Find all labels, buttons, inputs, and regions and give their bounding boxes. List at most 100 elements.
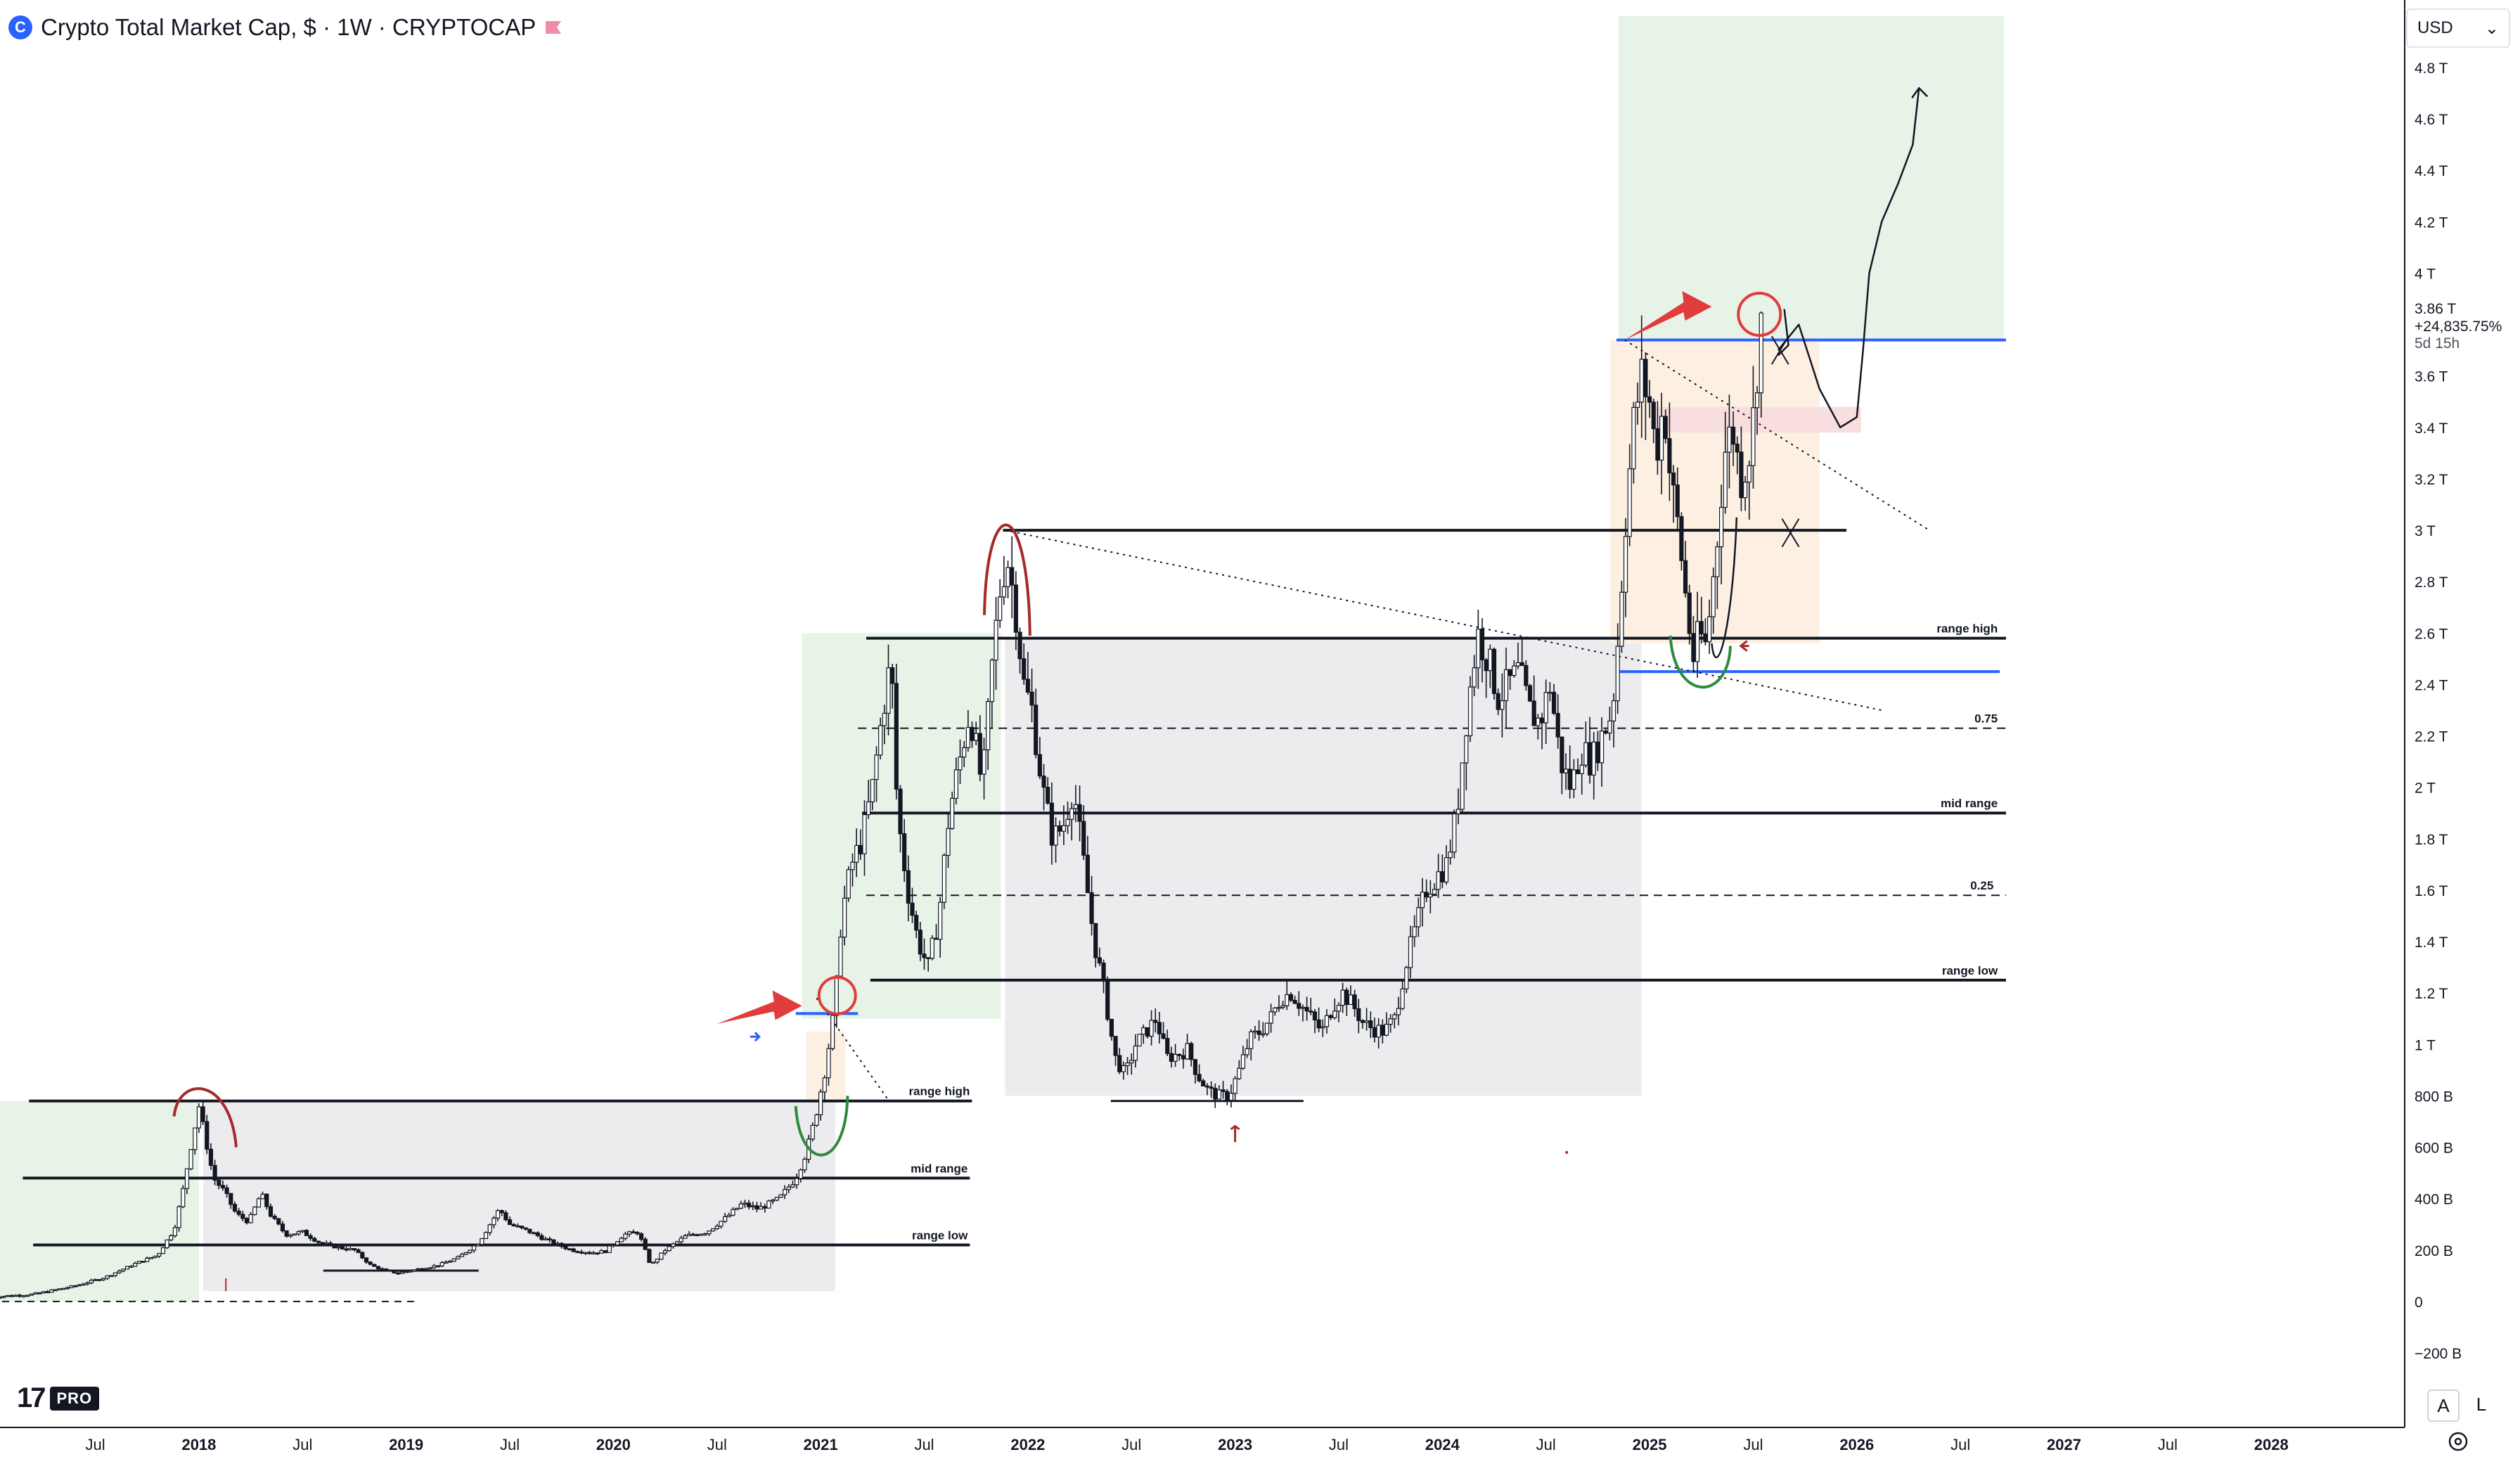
candle-body	[428, 1267, 432, 1269]
candle-body	[105, 1275, 110, 1279]
candle-body	[623, 1233, 628, 1239]
candle-body	[1216, 1089, 1222, 1100]
candle-body	[950, 797, 955, 829]
candle-body	[1213, 1088, 1218, 1100]
candle-body	[145, 1257, 150, 1262]
candle-body	[858, 845, 863, 854]
symbol-title[interactable]: Crypto Total Market Cap, $ · 1W · CRYPTO…	[41, 14, 536, 40]
price-tick-label: 4.6 T	[2415, 112, 2448, 128]
candle-body	[324, 1243, 329, 1245]
price-tick-label: 2 T	[2415, 781, 2436, 797]
candle-body	[643, 1238, 648, 1250]
candle-body	[1567, 769, 1572, 790]
candle-body	[1085, 854, 1090, 894]
candle-body	[1093, 923, 1098, 958]
small-red-up-arrow	[1230, 1124, 1240, 1143]
mid-range-label-2018: mid range	[911, 1162, 968, 1175]
price-tick-label: 3 T	[2415, 523, 2436, 539]
candle-body	[810, 1124, 815, 1140]
candle-body	[284, 1230, 289, 1237]
candle-body	[1364, 1020, 1369, 1023]
candle-body	[1527, 685, 1533, 702]
candle-body	[998, 596, 1003, 621]
candle-body	[1730, 426, 1736, 445]
candle-body	[965, 726, 970, 748]
candle-body	[778, 1194, 783, 1198]
candle-body	[1081, 821, 1086, 856]
candle-body	[1010, 567, 1015, 586]
candle-body	[571, 1248, 576, 1252]
candle-body	[136, 1261, 142, 1264]
candle-body	[611, 1244, 616, 1247]
candle-body	[348, 1247, 353, 1251]
candle-body	[1615, 646, 1620, 702]
candle-body	[926, 957, 931, 959]
candle-body	[595, 1252, 600, 1254]
candle-body	[97, 1279, 102, 1281]
candle-body	[690, 1233, 695, 1236]
candle-body	[551, 1239, 556, 1245]
log-scale-button[interactable]: L	[2476, 1393, 2487, 1415]
candle-body	[93, 1279, 98, 1281]
candle-body	[65, 1287, 70, 1290]
candle-body	[1631, 406, 1636, 470]
candle-body	[638, 1233, 644, 1240]
tradingview-mark: 17	[17, 1382, 46, 1413]
candle-body	[487, 1224, 492, 1233]
candle-body	[499, 1209, 504, 1214]
price-tick-label: 4.2 T	[2415, 214, 2448, 231]
candle-body	[129, 1266, 134, 1268]
candle-body	[874, 755, 879, 781]
candle-body	[1117, 1055, 1122, 1072]
candle-body	[870, 778, 875, 802]
price-tick-label: −200 B	[2415, 1346, 2462, 1362]
candle-body	[1173, 1053, 1178, 1062]
candle-body	[1204, 1085, 1210, 1088]
candle-body	[1579, 764, 1584, 774]
candle-body	[148, 1257, 154, 1259]
candle-body	[13, 1295, 18, 1297]
time-tick-label: 2019	[389, 1436, 423, 1453]
candle-body	[1639, 359, 1644, 403]
time-tick-label: 2028	[2254, 1436, 2289, 1453]
candle-body	[1635, 402, 1640, 408]
candle-body	[735, 1207, 740, 1210]
current-price-label: 3.86 T	[2415, 301, 2457, 317]
auto-scale-button[interactable]: A	[2427, 1389, 2460, 1422]
candle-body	[1452, 813, 1457, 853]
candle-body	[1025, 679, 1030, 693]
tradingview-logo[interactable]: 17 PRO	[17, 1382, 100, 1414]
candle-body	[603, 1250, 608, 1253]
candle-body	[862, 814, 867, 854]
candle-body	[754, 1205, 759, 1209]
candle-body	[1273, 1007, 1278, 1013]
candle-body	[1571, 769, 1576, 790]
candle-body	[723, 1216, 728, 1222]
candle-body	[256, 1198, 262, 1208]
flag-icon[interactable]	[544, 20, 562, 35]
time-tick-label: Jul	[707, 1436, 727, 1453]
gear-icon[interactable]	[2445, 1429, 2471, 1454]
candle-body	[439, 1261, 444, 1266]
candle-body	[384, 1269, 389, 1271]
candle-body	[456, 1256, 461, 1259]
candle-body	[1181, 1055, 1186, 1060]
candle-body	[1619, 591, 1624, 647]
candle-body	[818, 1091, 823, 1115]
candle-body	[711, 1228, 716, 1232]
currency-selector[interactable]: USD ⌄	[2406, 8, 2510, 48]
candle-body	[1129, 1060, 1134, 1064]
candle-body	[53, 1289, 58, 1292]
candle-body	[1376, 1025, 1381, 1038]
candle-body	[1089, 892, 1094, 924]
candle-body	[368, 1261, 373, 1265]
candle-body	[316, 1240, 321, 1243]
candle-body	[1412, 926, 1417, 937]
candle-body	[1400, 988, 1405, 1009]
candle-body	[579, 1251, 584, 1254]
candle-body	[1105, 979, 1110, 1020]
candle-body	[1467, 686, 1473, 737]
candle-body	[922, 953, 927, 958]
price-tick-label: 3.4 T	[2415, 420, 2448, 437]
